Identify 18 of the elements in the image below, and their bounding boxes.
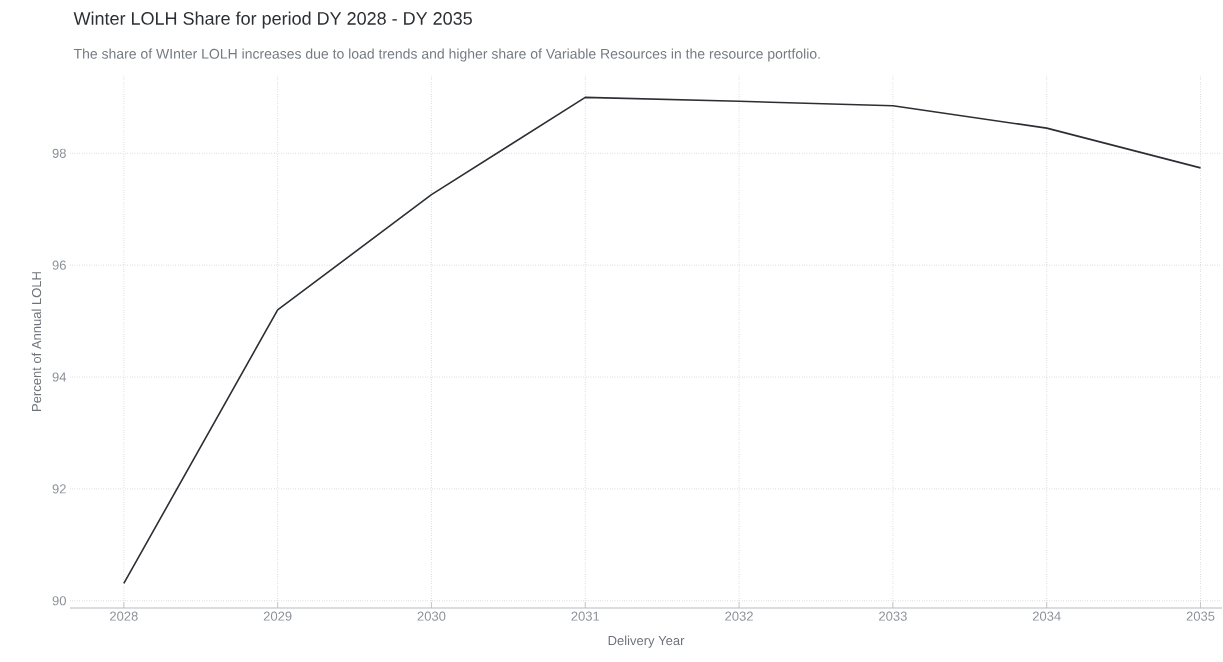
x-axis-title: Delivery Year: [608, 635, 685, 648]
x-tick-label: 2031: [571, 611, 600, 621]
x-tick-label: 2033: [879, 611, 907, 621]
y-axis-title: Percent of Annual LOLH: [31, 272, 42, 411]
y-tick-label: 98: [52, 148, 66, 158]
x-tick-label: 2032: [725, 611, 753, 621]
x-tick-label: 2035: [1186, 611, 1215, 621]
x-tick-label: 2034: [1032, 611, 1061, 621]
y-tick-label: 96: [52, 260, 66, 270]
line-series: [123, 96, 1202, 585]
y-tick-label: 92: [52, 484, 66, 494]
y-tick-label: 90: [52, 596, 66, 606]
y-tick-label: 94: [52, 372, 67, 382]
x-tick-label: 2029: [263, 611, 292, 621]
chart-title: Winter LOLH Share for period DY 2028 - DY 2035: [73, 11, 472, 29]
chart-subtitle: The share of WInter LOLH increases due to load trends and higher share of Variable Resources in the resource portfolio.: [73, 48, 820, 62]
x-tick-label: 2030: [417, 611, 446, 621]
x-tick-label: 2028: [110, 611, 138, 621]
